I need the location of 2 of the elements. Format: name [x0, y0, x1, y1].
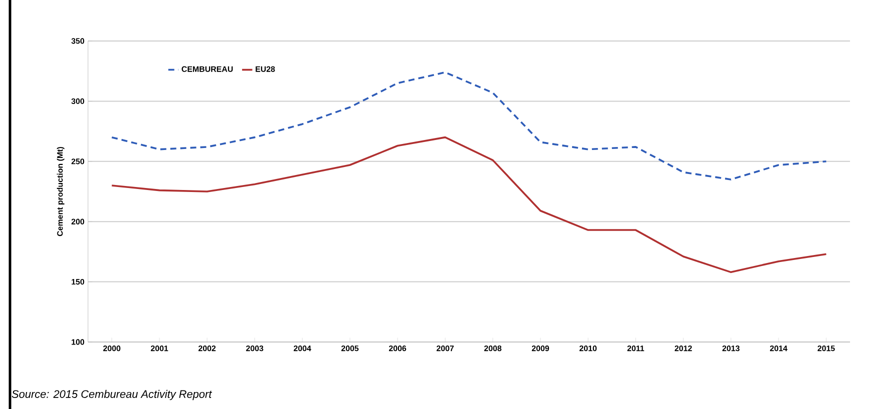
line-series — [110, 71, 828, 180]
source-note: Source: 2015 Cembureau Activity Report — [12, 390, 212, 400]
